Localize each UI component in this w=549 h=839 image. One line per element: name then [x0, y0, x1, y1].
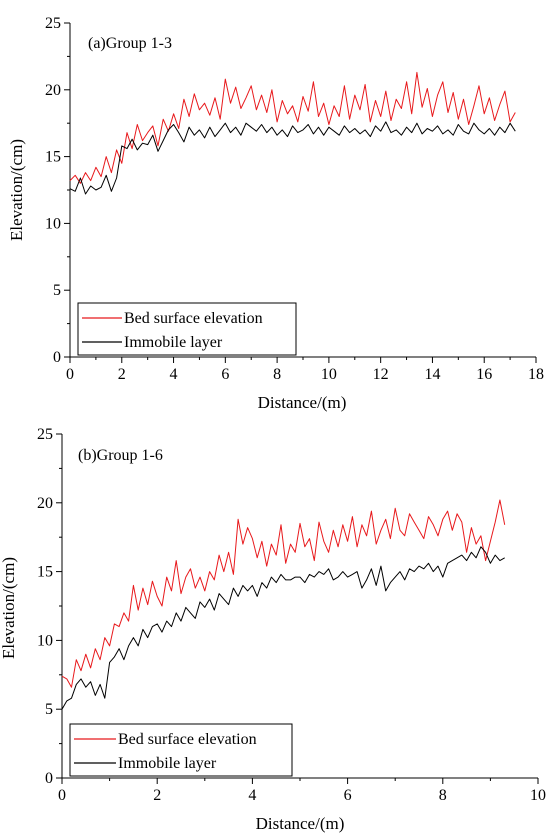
legend-label-bed-surface: Bed surface elevation — [118, 731, 257, 748]
series-line-bed-surface-elevation — [61, 499, 506, 688]
x-axis-label: Distance/(m) — [256, 814, 345, 833]
x-tick-label: 16 — [476, 366, 492, 383]
legend-label-bed-surface: Bed surface elevation — [124, 310, 263, 327]
x-tick-label: 0 — [58, 787, 66, 804]
panel-label: (a)Group 1-3 — [88, 35, 172, 52]
x-tick-label: 10 — [321, 366, 337, 383]
y-tick-label: 15 — [45, 149, 61, 166]
legend-label-immobile-layer: Immobile layer — [118, 755, 217, 772]
y-tick-label: 20 — [37, 495, 53, 512]
x-tick-label: 8 — [273, 366, 281, 383]
series-line-immobile-layer — [69, 121, 516, 195]
x-tick-label: 14 — [424, 366, 440, 383]
y-axis-label: Elevation/(cm) — [7, 139, 26, 241]
y-tick-label: 0 — [45, 770, 53, 787]
x-tick-label: 6 — [221, 366, 229, 383]
x-tick-label: 6 — [344, 787, 352, 804]
legend-box — [77, 302, 297, 356]
y-tick-label: 25 — [45, 15, 61, 32]
x-tick-label: 0 — [66, 366, 74, 383]
x-tick-label: 18 — [528, 366, 544, 383]
panel-label: (b)Group 1-6 — [78, 447, 163, 464]
y-tick-label: 20 — [45, 82, 61, 99]
x-tick-label: 12 — [373, 366, 389, 383]
y-tick-label: 5 — [53, 282, 61, 299]
y-tick-label: 10 — [45, 215, 61, 232]
x-axis-label: Distance/(m) — [258, 393, 347, 412]
x-tick-label: 4 — [248, 787, 256, 804]
legend: Bed surface elevation Immobile layer — [69, 723, 293, 777]
x-tick-label: 4 — [170, 366, 178, 383]
y-tick-label: 0 — [53, 349, 61, 366]
y-tick-label: 25 — [37, 426, 53, 443]
chart-panel-b: Elevation/(cm) Distance/(m) (b)Group 1-6… — [0, 426, 546, 833]
series-line-bed-surface-elevation — [69, 71, 516, 184]
x-tick-label: 10 — [530, 787, 546, 804]
legend-label-immobile-layer: Immobile layer — [124, 334, 223, 351]
y-tick-label: 15 — [37, 564, 53, 581]
y-axis-label: Elevation/(cm) — [0, 557, 18, 659]
y-tick-label: 10 — [37, 632, 53, 649]
x-tick-label: 8 — [439, 787, 447, 804]
chart-panel-a: Elevation/(cm) Distance/(m) (a)Group 1-3… — [7, 15, 544, 412]
y-tick-label: 5 — [45, 701, 53, 718]
series-line-immobile-layer — [61, 546, 505, 710]
legend: Bed surface elevation Immobile layer — [77, 302, 297, 356]
x-tick-label: 2 — [118, 366, 126, 383]
legend-box — [69, 723, 293, 777]
x-tick-label: 2 — [153, 787, 161, 804]
